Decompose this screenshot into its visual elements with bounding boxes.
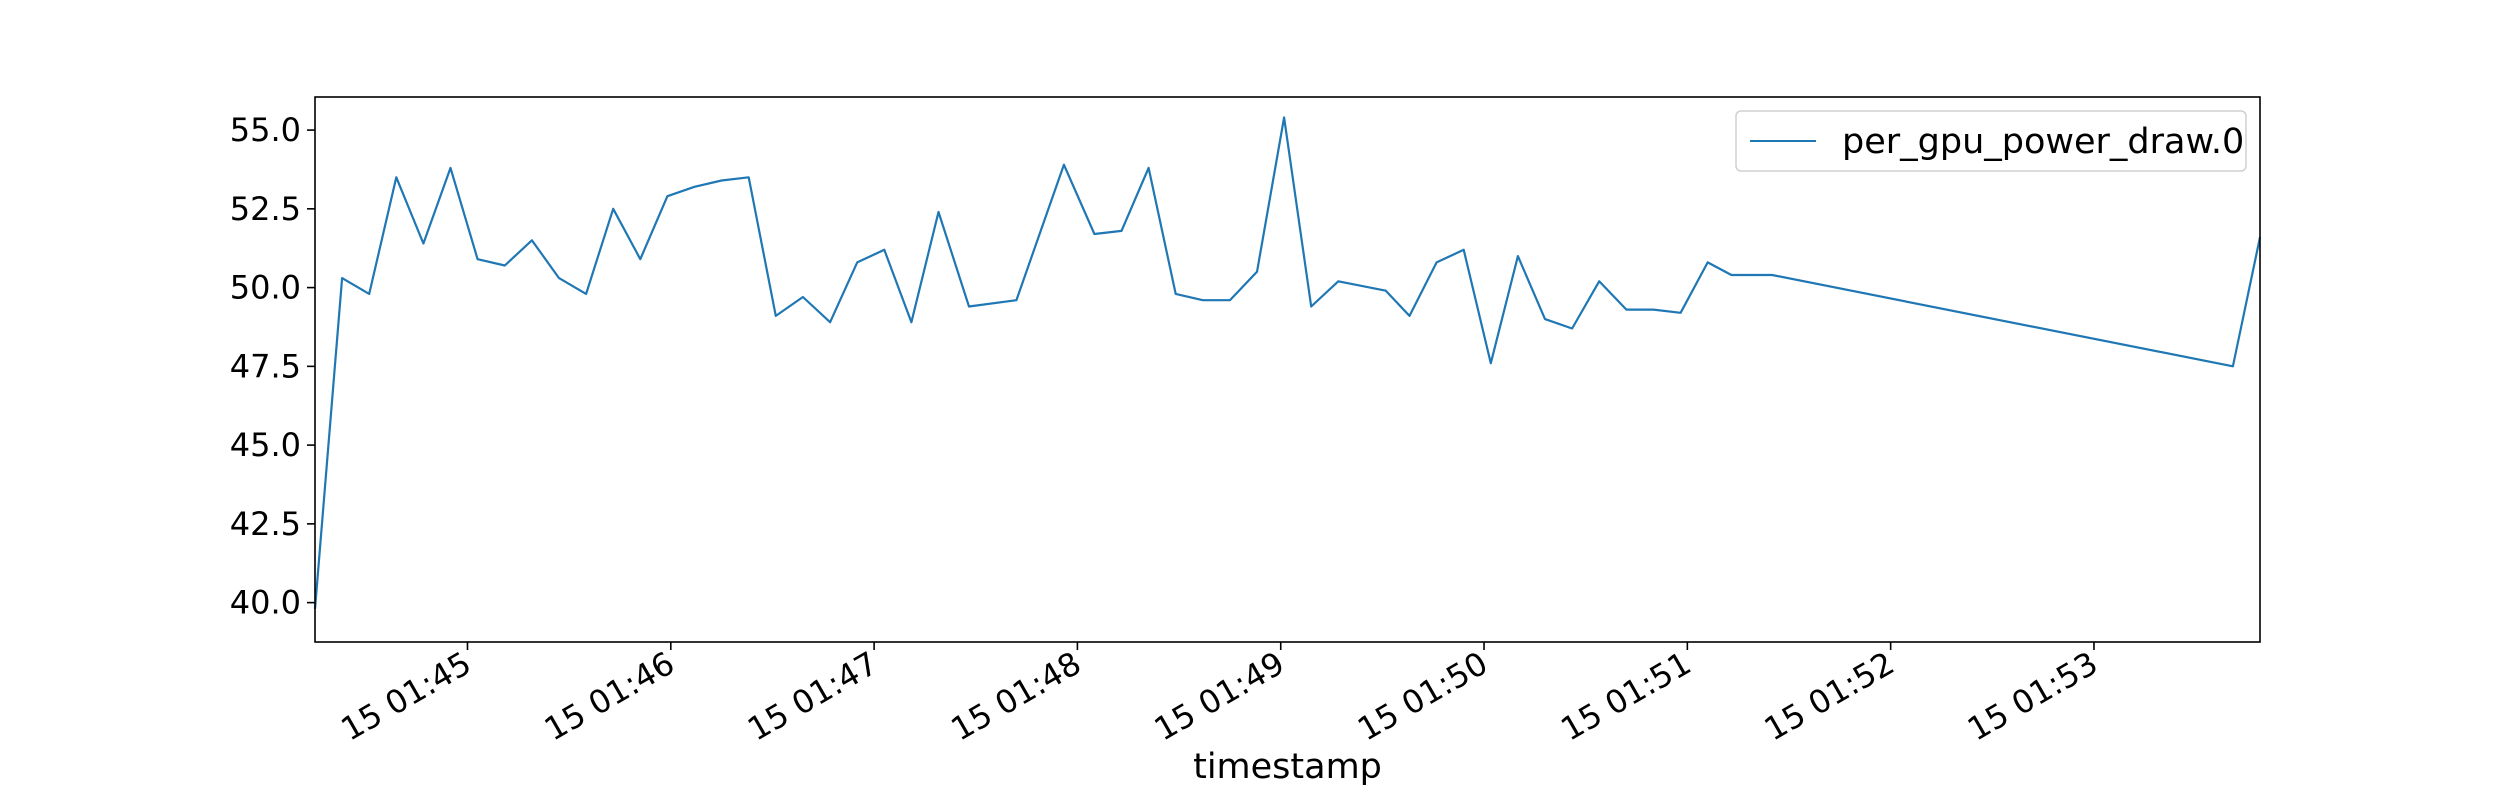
x-tick-label: 15 01:52: [1758, 644, 1901, 748]
y-tick-label: 40.0: [230, 584, 301, 622]
legend: per_gpu_power_draw.0: [1735, 110, 2247, 172]
x-tick-label: 15 01:51: [1554, 644, 1697, 748]
legend-box: [1735, 110, 2247, 172]
y-tick-label: 55.0: [230, 111, 301, 149]
x-axis-title: timestamp: [1193, 747, 1382, 787]
x-tick-label: 15 01:46: [538, 644, 681, 748]
plot-layer: [313, 116, 2262, 609]
series-line-per-gpu-power-draw-0: [313, 116, 2262, 609]
x-tick-label: 15 01:49: [1148, 644, 1291, 748]
y-tick-label: 50.0: [230, 269, 301, 307]
y-tick-label: 47.5: [230, 347, 301, 385]
legend-label-per-gpu-power-draw-0: per_gpu_power_draw.0: [1842, 122, 2244, 162]
x-tick-label: 15 01:53: [1961, 644, 2104, 748]
plot-frame: [314, 96, 2261, 643]
x-tick-label: 15 01:47: [741, 644, 884, 748]
y-tick-label: 52.5: [230, 190, 301, 228]
y-tick-label: 45.0: [230, 426, 301, 464]
x-axis: 15 01:45 15 01:46 15 01:47 15 01:48 15 01:49…: [335, 642, 2104, 748]
x-tick-label: 15 01:48: [944, 644, 1087, 748]
x-tick-label: 15 01:45: [335, 644, 478, 748]
y-tick-label: 42.5: [230, 505, 301, 543]
x-tick-label: 15 01:50: [1351, 644, 1494, 748]
y-axis: 40.0 42.5 45.0 47.5 50.0 52.5 55.0: [230, 111, 315, 622]
